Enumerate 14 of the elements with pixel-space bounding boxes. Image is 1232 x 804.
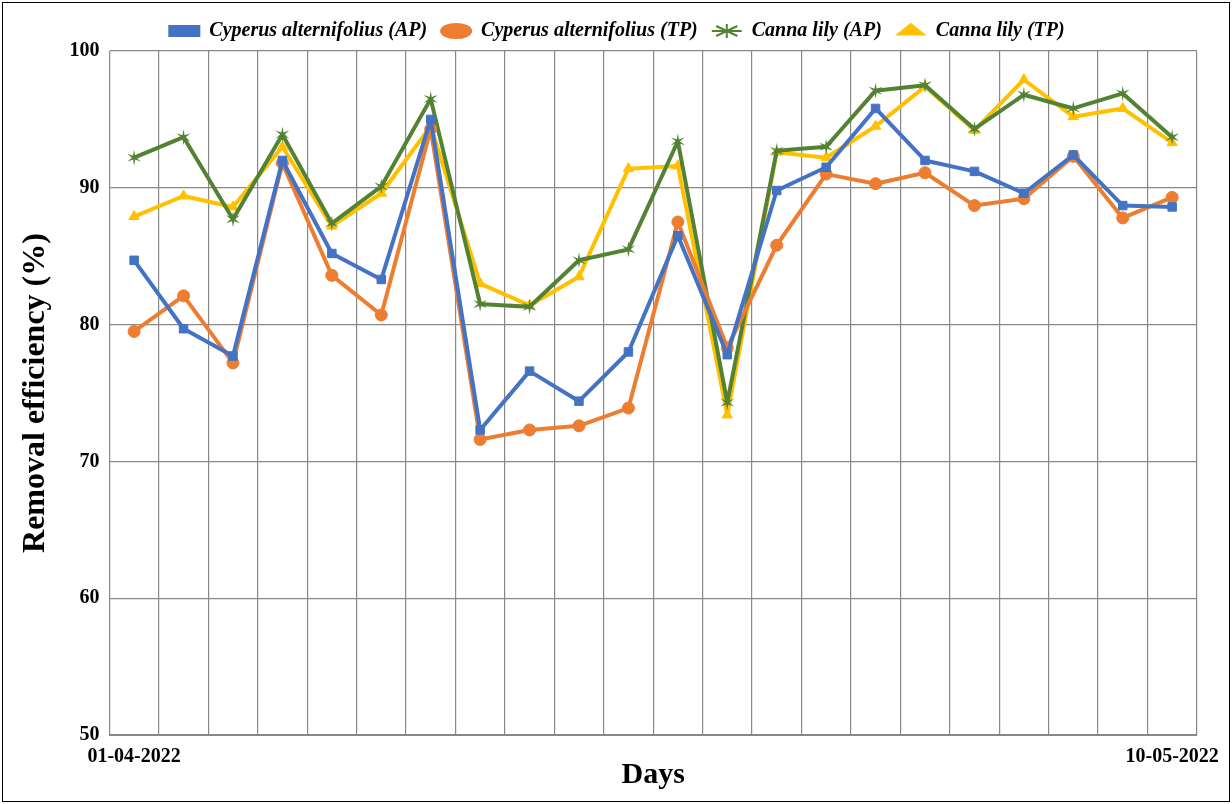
- y-tick-label: 70: [79, 448, 100, 471]
- legend-label: Cyperus alternifolius (TP): [481, 18, 698, 42]
- y-axis-title: Removal efficiency (%): [15, 233, 52, 553]
- y-tick-label: 90: [79, 174, 100, 197]
- legend-label: Canna lily (TP): [935, 18, 1065, 42]
- y-tick-label: 60: [79, 585, 100, 608]
- legend-label: Cyperus alternifolius (AP): [209, 18, 428, 42]
- x-tick-label: 10-05-2022: [1125, 744, 1219, 767]
- x-tick-label: 01-04-2022: [87, 744, 181, 767]
- y-tick-label: 80: [79, 311, 100, 334]
- y-tick-label: 100: [69, 38, 100, 61]
- y-tick-label: 50: [79, 722, 100, 745]
- legend-label: Canna lily (AP): [751, 18, 882, 42]
- x-axis-title: Days: [621, 755, 685, 789]
